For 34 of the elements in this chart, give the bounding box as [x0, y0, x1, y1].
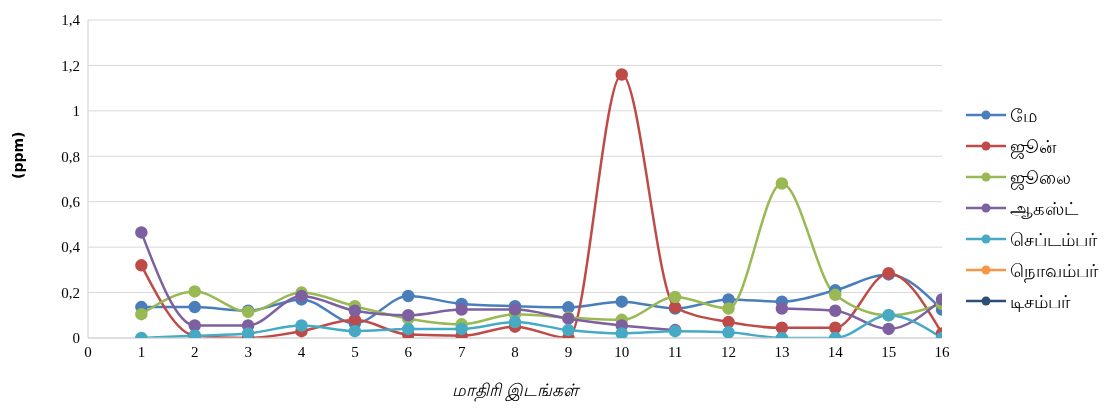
- y-tick-label: 1,4: [61, 12, 81, 29]
- x-tick-label: 4: [297, 343, 306, 360]
- x-tick-label: 7: [457, 343, 466, 360]
- x-tick-label: 3: [244, 343, 252, 360]
- x-tick-label: 15: [881, 343, 897, 360]
- legend-label: நொவம்பர்: [1010, 258, 1098, 285]
- legend-label: ஜூன்: [1010, 134, 1056, 161]
- y-tick-label: 0,8: [61, 148, 80, 165]
- x-tick-label: 16: [934, 343, 950, 360]
- x-axis-title: மாதிரி இடங்கள்: [451, 380, 582, 402]
- y-axis-title: (ppm): [9, 131, 26, 179]
- x-tick-label: 12: [721, 343, 736, 360]
- x-tick-label: 0: [84, 343, 92, 360]
- y-tick-label: 0,6: [61, 194, 81, 211]
- x-tick-label: 14: [827, 343, 844, 360]
- x-tick-label: 5: [351, 343, 359, 360]
- x-tick-label: 9: [564, 343, 573, 360]
- y-tick-label: 0: [72, 330, 80, 347]
- x-tick-label: 10: [614, 343, 630, 360]
- y-tick-label: 0,2: [61, 284, 80, 301]
- legend-label: மே: [1010, 103, 1037, 128]
- y-tick-label: 1,2: [61, 57, 80, 74]
- x-tick-label: 8: [511, 343, 519, 360]
- x-tick-label: 11: [667, 343, 683, 360]
- x-tick-label: 6: [404, 343, 413, 360]
- x-tick-label: 2: [191, 343, 199, 360]
- x-tick-label: 1: [137, 343, 146, 360]
- x-tick-label: 13: [774, 343, 790, 360]
- y-tick-label: 0,4: [61, 239, 81, 256]
- legend-label: செப்டம்பர்: [1010, 227, 1097, 252]
- legend-label: ஆகஸ்ட்: [1010, 196, 1078, 221]
- y-tick-label: 1: [72, 103, 80, 120]
- legend-label: டிசம்பர்: [1010, 289, 1070, 314]
- legend-label: ஜூலை: [1010, 165, 1071, 192]
